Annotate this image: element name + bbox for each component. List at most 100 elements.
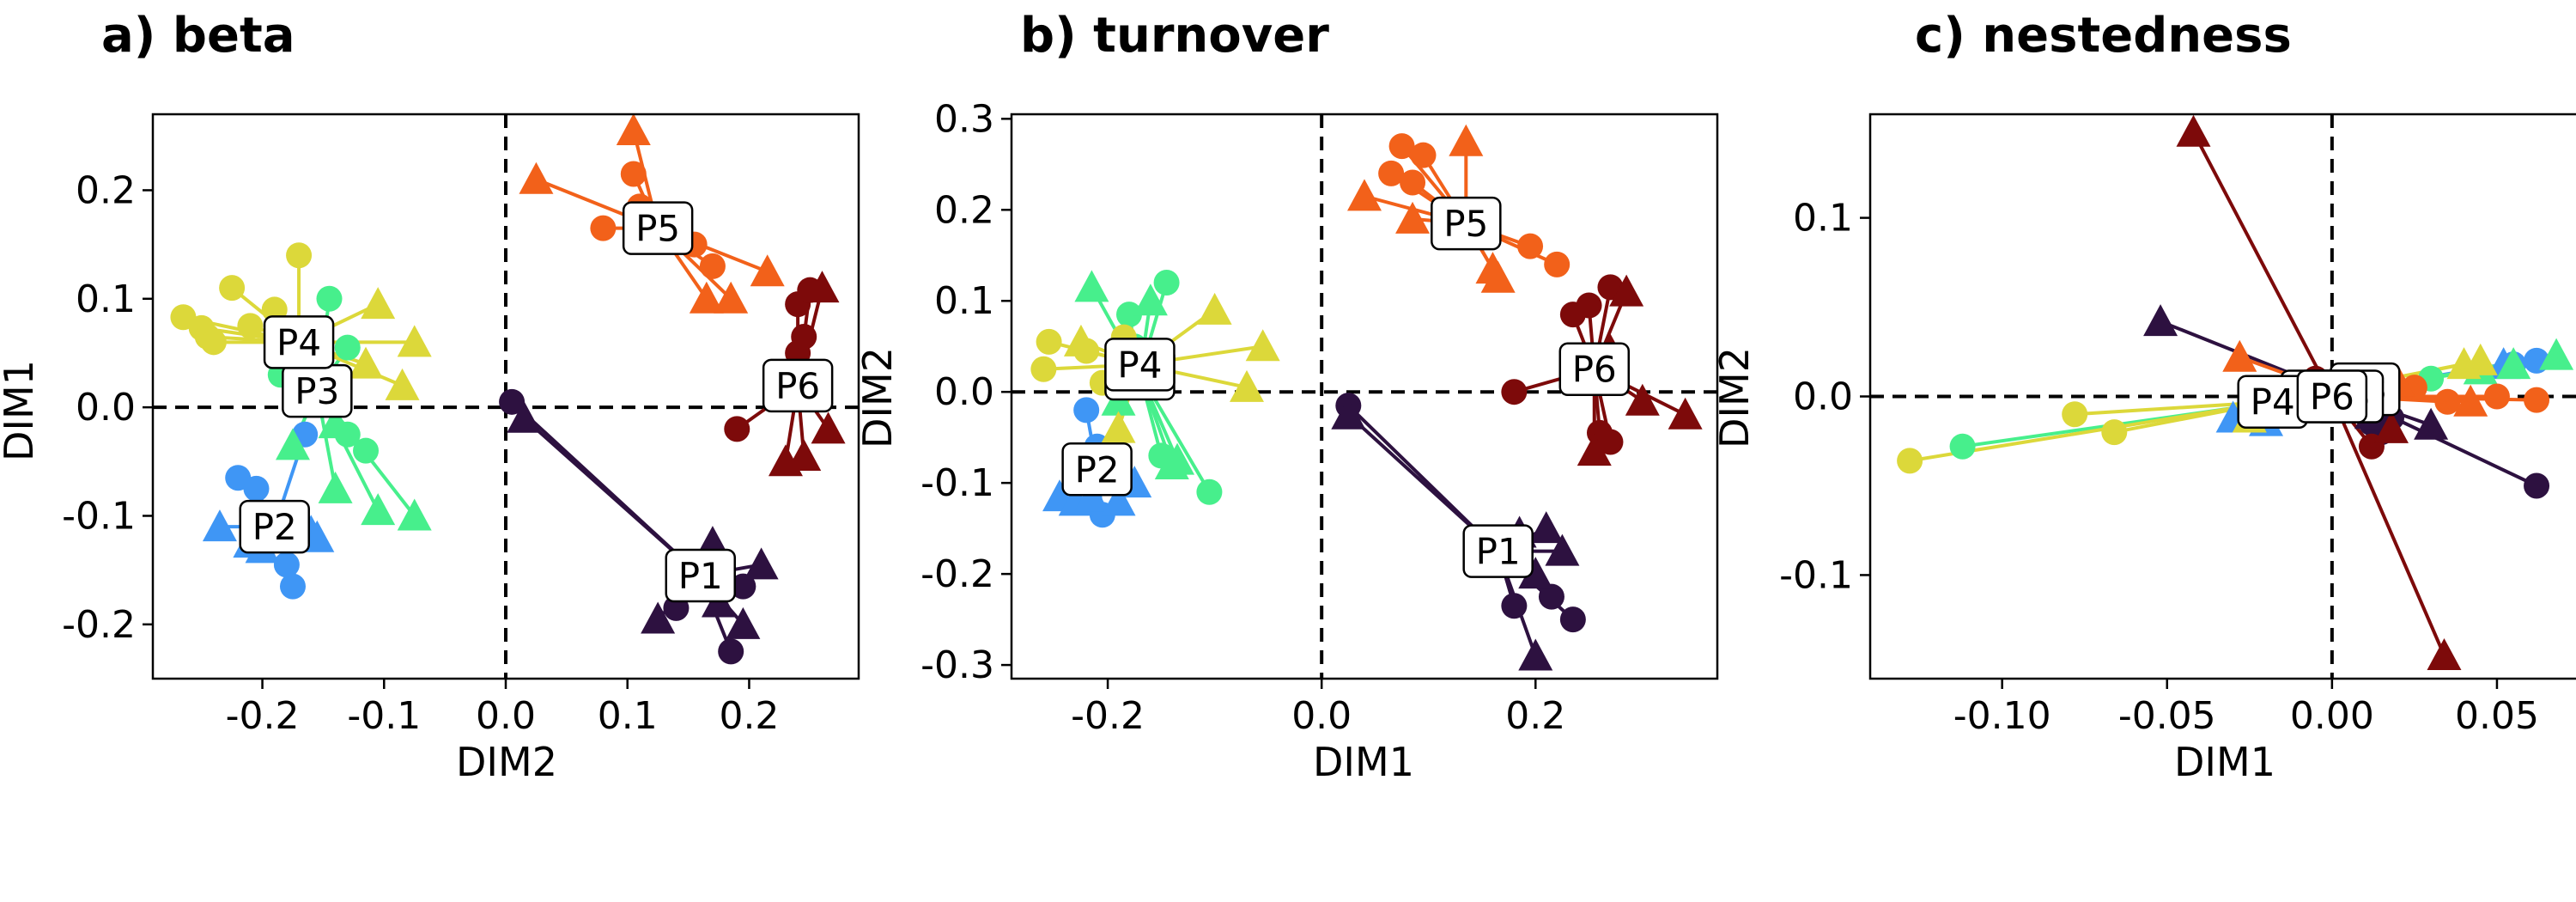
point-triangle (1331, 397, 1366, 430)
point-circle (1517, 233, 1544, 259)
point-circle (1378, 160, 1405, 186)
centroid-label-box (622, 201, 694, 255)
centroid-label: P1 (1476, 531, 1521, 573)
point-triangle (805, 271, 840, 303)
point-circle (2524, 472, 2550, 499)
point-circle (243, 475, 270, 502)
centroid-label-box (1061, 442, 1133, 497)
centroid-label-box (239, 499, 310, 554)
point-circle (1036, 328, 1062, 355)
y-tick-label: 0.3 (934, 97, 994, 141)
centroid-label-box (1558, 342, 1631, 396)
point-circle (353, 437, 380, 464)
y-tick-label: 0.0 (76, 386, 136, 430)
centroid-label-box (1462, 524, 1534, 578)
point-triangle (361, 287, 396, 320)
centroid-label: P5 (1443, 203, 1488, 245)
point-triangle (1154, 447, 1189, 479)
point-circle (2062, 401, 2088, 428)
point-triangle (1518, 557, 1553, 589)
x-tick-label: -0.10 (1953, 694, 2051, 738)
centroid-label-box (665, 548, 737, 603)
point-triangle (616, 114, 651, 145)
point-triangle (811, 411, 846, 444)
point-triangle (275, 428, 310, 460)
point-triangle (1230, 369, 1264, 402)
point-circle (279, 573, 306, 600)
spoke-line (2191, 131, 2334, 398)
point-triangle (2427, 637, 2462, 670)
point-circle (791, 324, 817, 350)
point-circle (1576, 292, 1602, 319)
x-tick-label: -0.1 (347, 694, 421, 738)
centroid-label: P2 (1075, 448, 1120, 491)
point-triangle (2453, 384, 2488, 417)
y-tick-label: 0.1 (76, 277, 136, 321)
point-triangle (318, 406, 353, 439)
centroid-label: P4 (276, 321, 321, 363)
point-triangle (2143, 304, 2178, 337)
point-circle (1949, 433, 1976, 460)
point-triangle (768, 444, 803, 477)
point-triangle (385, 368, 420, 400)
centroid-label-box (2296, 369, 2368, 424)
point-triangle (318, 471, 353, 503)
y-tick-label: -0.2 (920, 552, 994, 596)
centroid-label-box (1104, 338, 1176, 392)
point-circle (1388, 133, 1415, 160)
plot-area (153, 114, 859, 679)
point-circle (200, 329, 227, 356)
centroid-label: P4 (2251, 381, 2295, 424)
point-circle (1897, 448, 1923, 474)
x-tick-label: 0.1 (598, 694, 658, 738)
point-triangle (2222, 339, 2257, 372)
y-tick-label: 0.2 (76, 168, 136, 212)
point-triangle (750, 254, 785, 287)
point-triangle (1609, 274, 1644, 307)
point-circle (219, 275, 246, 302)
y-tick-label: 0.2 (934, 188, 994, 232)
point-circle (237, 313, 264, 339)
centroid-label: P4 (1117, 344, 1162, 386)
point-circle (1559, 606, 1586, 633)
point-triangle (519, 162, 554, 194)
y-axis-label: DIM2 (1711, 347, 1758, 448)
y-tick-label: 0.1 (934, 279, 994, 323)
point-circle (2524, 387, 2550, 413)
point-triangle (689, 281, 724, 314)
point-triangle (2414, 407, 2449, 440)
point-circle (1030, 356, 1057, 382)
point-circle (273, 552, 300, 578)
panel-beta: a) beta DIM2 DIM1 P1 P2 P3 P4 P5 P6 -0.2 -0.1 0.… (0, 8, 860, 785)
point-triangle (2374, 411, 2409, 443)
point-circle (1410, 142, 1437, 168)
centroid-label: P3 (295, 370, 339, 412)
point-circle (2101, 419, 2128, 446)
point-circle (730, 573, 756, 600)
point-triangle (202, 509, 237, 542)
point-triangle (1101, 411, 1136, 443)
centroid-label: P1 (678, 555, 723, 597)
x-axis-label: DIM2 (456, 739, 557, 785)
point-circle (718, 638, 744, 665)
point-triangle (744, 547, 779, 580)
point-triangle (507, 400, 542, 433)
y-tick-label: -0.1 (1779, 553, 1853, 597)
point-triangle (1074, 270, 1109, 302)
point-triangle (726, 606, 761, 639)
point-circle (699, 253, 726, 279)
point-triangle (1625, 383, 1660, 416)
y-tick-label: -0.2 (62, 603, 136, 647)
point-triangle (397, 325, 432, 357)
x-tick-label: 0.0 (476, 694, 536, 738)
point-circle (316, 285, 343, 312)
x-tick-label: 0.2 (1505, 694, 1565, 738)
point-circle (1196, 478, 1223, 505)
y-axis-label: DIM2 (854, 347, 901, 448)
panel-nestedness: c) nestedness DIM1 DIM2 P1P2P3P4P5P6-0.1… (1711, 8, 2576, 785)
point-circle (1153, 270, 1180, 296)
x-tick-label: -0.2 (1071, 694, 1145, 738)
point-triangle (714, 281, 749, 314)
point-circle (2483, 383, 2510, 410)
point-circle (286, 242, 313, 269)
